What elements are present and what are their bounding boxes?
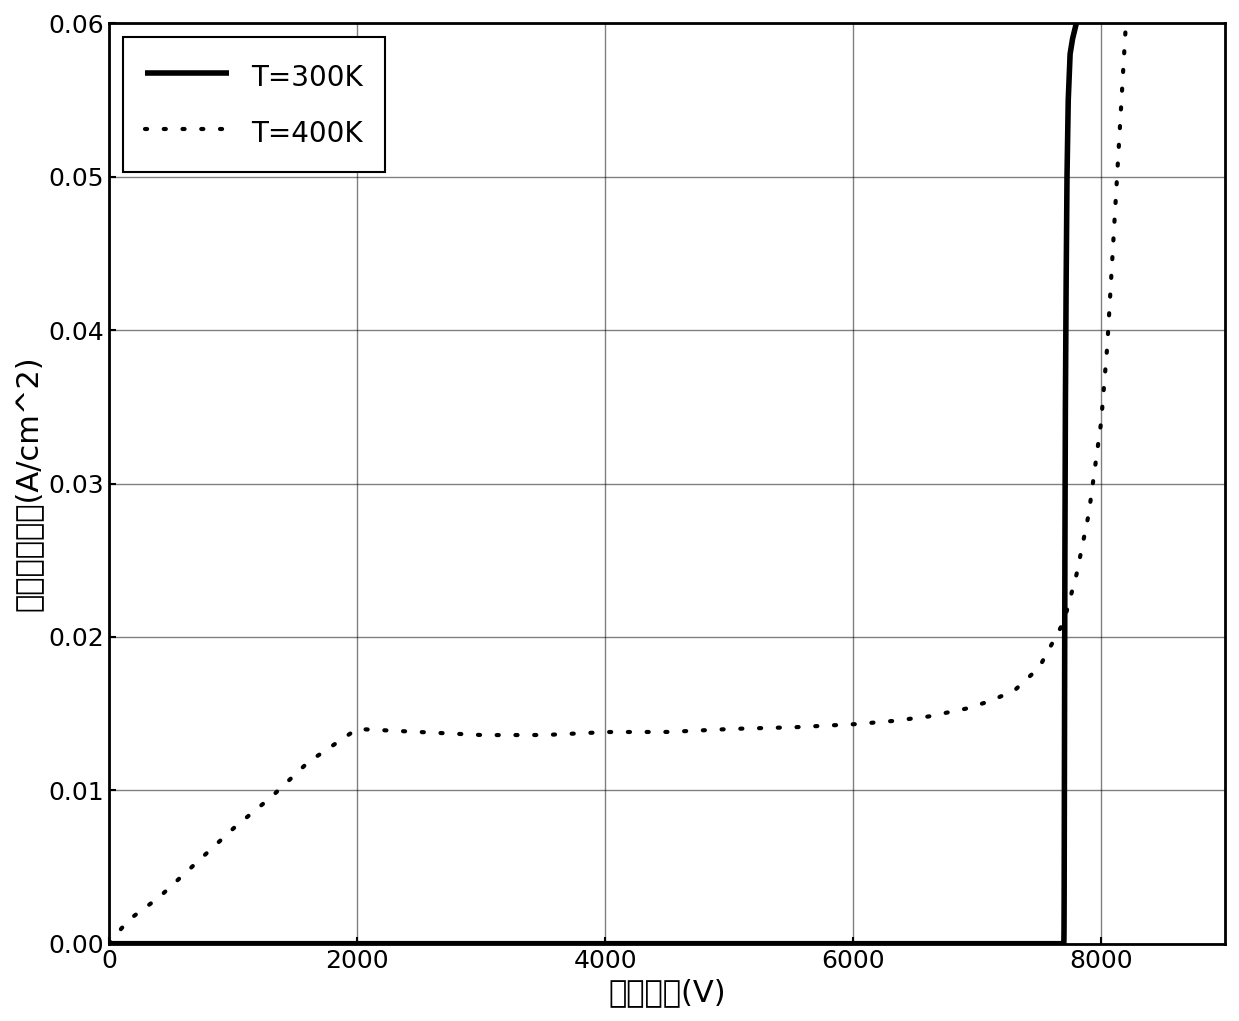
T=300K bbox=[442, 937, 457, 950]
T=300K bbox=[949, 937, 964, 950]
T=400K bbox=[1088, 454, 1103, 467]
T=300K bbox=[891, 937, 906, 950]
T=300K bbox=[102, 937, 116, 950]
T=300K bbox=[1069, 17, 1084, 30]
T=300K bbox=[1059, 171, 1074, 183]
Line: T=400K: T=400K bbox=[109, 23, 1126, 943]
T=400K bbox=[1089, 451, 1104, 464]
Line: T=300K: T=300K bbox=[109, 23, 1077, 943]
T=300K bbox=[492, 937, 507, 950]
Y-axis label: 阳极电流密度(A/cm^2): 阳极电流密度(A/cm^2) bbox=[14, 355, 43, 612]
X-axis label: 阳极电压(V): 阳极电压(V) bbox=[608, 978, 726, 1007]
T=400K bbox=[902, 713, 917, 725]
T=400K bbox=[1119, 17, 1134, 30]
T=400K bbox=[154, 889, 169, 902]
Legend: T=300K, T=400K: T=300K, T=400K bbox=[123, 38, 384, 172]
T=400K bbox=[596, 726, 611, 738]
T=400K bbox=[569, 727, 584, 739]
T=400K bbox=[102, 937, 116, 950]
T=300K bbox=[700, 937, 715, 950]
